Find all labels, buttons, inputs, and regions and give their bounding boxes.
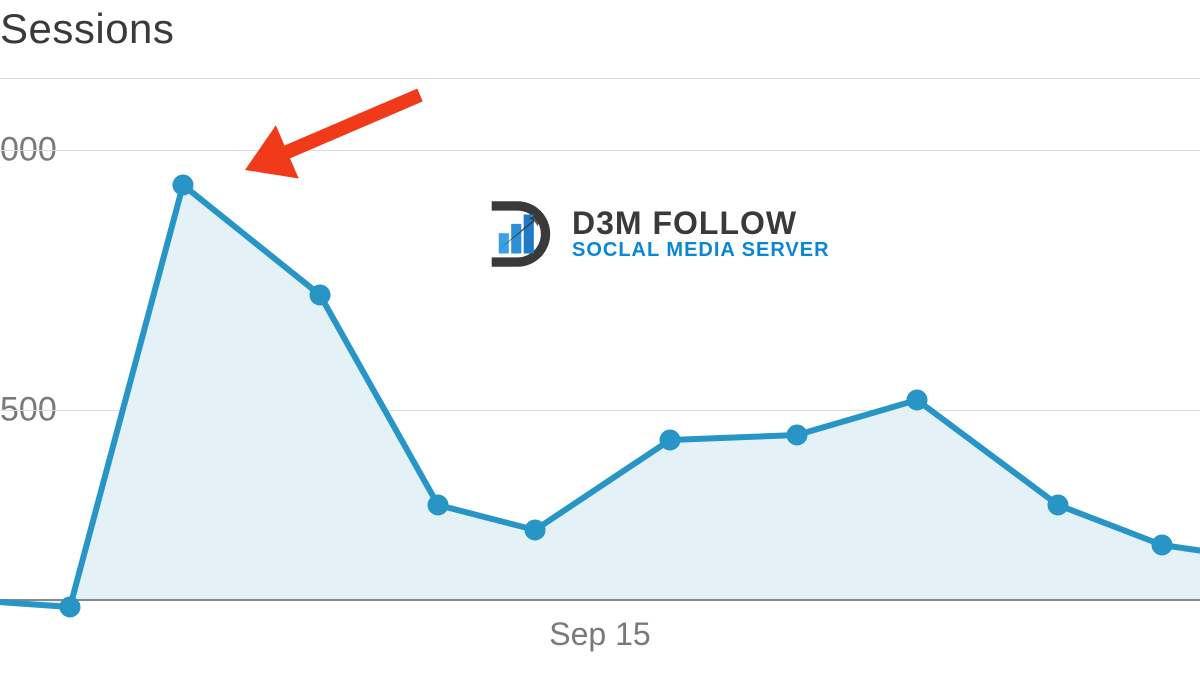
x-axis-center-label: Sep 15 xyxy=(0,616,1200,653)
chart-point[interactable] xyxy=(173,175,193,195)
chart-point[interactable] xyxy=(525,520,545,540)
chart-point[interactable] xyxy=(428,495,448,515)
logo-bar xyxy=(511,224,521,254)
chart-point[interactable] xyxy=(787,425,807,445)
brand-logo: D3M FOLLOW SOCLAL MEDIA SERVER xyxy=(480,195,830,273)
chart-point[interactable] xyxy=(660,430,680,450)
chart-point[interactable] xyxy=(1152,535,1172,555)
chart-container: Sessions 000 500 D3M FOLLOW SOCLAL MEDIA… xyxy=(0,0,1200,675)
logo-bar xyxy=(524,215,534,254)
logo-subtitle: SOCLAL MEDIA SERVER xyxy=(572,240,830,261)
sessions-chart-svg xyxy=(0,0,1200,675)
chart-point[interactable] xyxy=(907,390,927,410)
chart-point[interactable] xyxy=(1048,495,1068,515)
chart-point[interactable] xyxy=(60,597,80,617)
logo-bar xyxy=(499,233,509,253)
annotation-arrow xyxy=(234,68,432,196)
logo-title: D3M FOLLOW xyxy=(572,207,830,241)
chart-point[interactable] xyxy=(310,285,330,305)
d3m-logo-icon xyxy=(480,195,558,273)
